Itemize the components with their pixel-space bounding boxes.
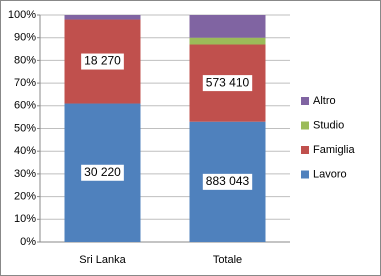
- x-tick-label: Totale: [213, 254, 242, 266]
- bar-segment: [189, 15, 266, 38]
- y-tick-label: 90%: [14, 32, 36, 44]
- y-tick-label: 20%: [14, 191, 36, 203]
- data-label-bg: [81, 164, 124, 181]
- y-tick-label: 0%: [20, 236, 36, 248]
- data-label: 883 043: [206, 174, 250, 188]
- legend-swatch: [301, 121, 309, 130]
- data-label-bg: [81, 53, 124, 70]
- data-label: 30 220: [84, 165, 121, 179]
- y-tick-label: 30%: [14, 168, 36, 180]
- legend-swatch: [301, 170, 309, 179]
- bar-segment: [189, 37, 266, 45]
- x-tick-label: Sri Lanka: [79, 254, 126, 266]
- legend-label: Studio: [313, 119, 344, 131]
- legend-swatch: [301, 146, 309, 154]
- data-label: 18 270: [84, 54, 121, 68]
- legend-label: Altro: [313, 95, 336, 107]
- data-label: 573 410: [206, 75, 250, 89]
- legend-swatch: [301, 97, 309, 105]
- y-tick-label: 70%: [14, 77, 36, 89]
- bar-segment: [64, 15, 141, 20]
- y-tick-label: 40%: [14, 145, 36, 157]
- legend-label: Lavoro: [313, 168, 347, 180]
- y-tick-label: 60%: [14, 100, 36, 112]
- data-label-bg: [202, 75, 253, 92]
- y-tick-label: 50%: [14, 122, 36, 134]
- y-tick-label: 80%: [14, 54, 36, 66]
- legend-label: Famiglia: [313, 144, 355, 156]
- y-tick-label: 100%: [8, 9, 36, 21]
- y-tick-label: 10%: [14, 213, 36, 225]
- data-label-bg: [202, 173, 253, 190]
